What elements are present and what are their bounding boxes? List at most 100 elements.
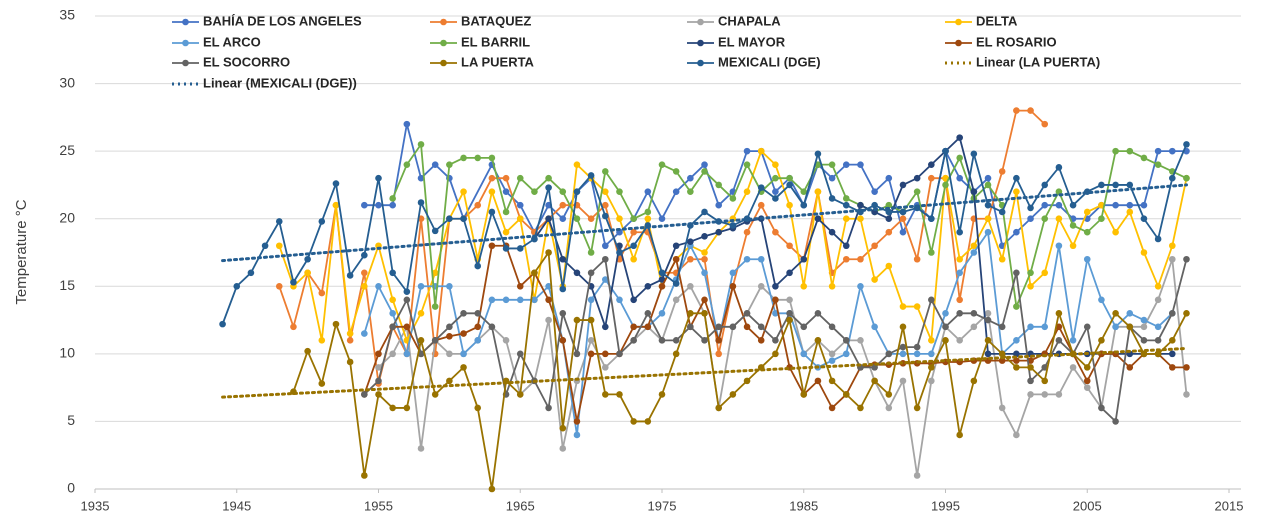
point [318,380,326,387]
point [828,195,836,202]
point [942,337,949,344]
point [502,296,510,304]
legend-marker [697,18,704,26]
point [417,445,425,452]
point [942,323,949,331]
point [1027,215,1034,223]
point [1041,201,1049,209]
point [842,161,850,168]
point [431,391,439,398]
point [743,228,751,236]
point [417,310,425,317]
point [644,310,652,317]
point [616,350,623,358]
x-tick-label: 1935 [81,498,110,513]
point [403,404,411,412]
point [460,330,467,337]
y-tick-label: 10 [59,345,75,361]
point [403,350,411,358]
point [956,310,963,317]
point [602,364,609,371]
point [857,282,864,290]
point [545,215,552,223]
point [1041,269,1049,277]
point [715,337,722,344]
point [488,296,496,304]
point [814,337,822,344]
point [1126,323,1134,331]
point [1013,188,1020,195]
series-line [391,141,1188,310]
point [658,391,666,398]
point [389,269,396,277]
point [842,201,850,209]
point [729,269,737,277]
trend-line [221,346,1188,399]
point [956,255,963,263]
point [899,208,907,216]
point [1169,350,1176,358]
x-tick-label: 1945 [222,498,251,513]
point [1083,364,1091,371]
point [375,201,382,209]
point [1112,310,1119,317]
point [488,208,496,216]
legend-label: EL ARCO [203,34,261,49]
point [318,218,326,225]
point [828,174,836,182]
point [417,174,425,182]
point [602,255,609,263]
point [885,215,893,223]
point [913,343,921,351]
point [644,208,652,216]
point [1154,296,1162,304]
point [970,188,978,195]
point [715,201,722,209]
point [1069,364,1077,371]
point [446,332,453,340]
point [800,188,808,195]
point [786,181,793,189]
point [446,282,453,290]
point [446,215,453,223]
point [729,323,737,331]
legend-marker [440,18,447,26]
point [545,296,552,304]
point [772,337,779,344]
point [602,201,609,209]
point [998,255,1006,263]
point [786,242,793,250]
legend-marker [955,39,962,47]
point [1140,350,1148,358]
point [332,201,340,209]
x-tick-label: 1975 [648,498,677,513]
point [361,269,368,277]
point [772,188,779,195]
point [1055,337,1063,344]
point [545,404,552,412]
point [1126,310,1134,317]
point [899,323,907,331]
point [1112,228,1119,236]
x-tick-label: 2015 [1215,498,1244,513]
point [1154,235,1162,243]
point [630,418,637,425]
x-tick-label: 1995 [931,498,960,513]
point [842,242,850,250]
point [899,343,907,351]
point [743,188,751,195]
legend-marker [697,59,704,67]
point [1041,215,1049,223]
point [332,320,340,328]
point [871,377,878,385]
point [1027,269,1034,277]
point [403,120,411,128]
point [800,323,808,331]
point [687,255,694,263]
point [1013,269,1020,277]
legend-label: EL SOCORRO [203,54,290,69]
point [616,188,623,195]
point [1069,222,1077,229]
point [857,201,864,209]
point [1083,323,1091,331]
